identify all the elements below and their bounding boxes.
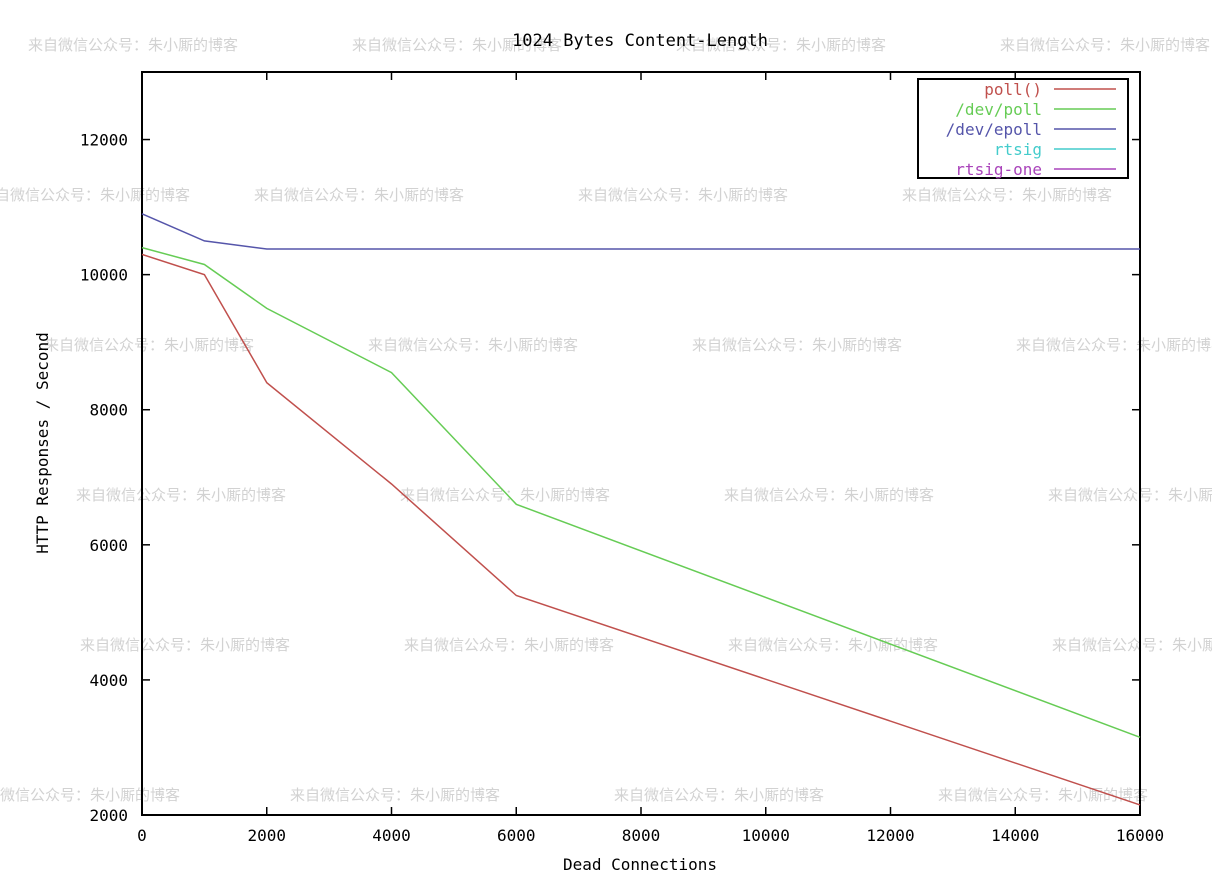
watermark-text: 来自微信公众号：朱小厮的博客: [1000, 36, 1210, 54]
watermark-text: 来自微信公众号：朱小厮的博客: [254, 186, 464, 204]
series-line-dev-epoll: [141, 213, 1140, 250]
chart-title: 1024 Bytes Content-Length: [512, 31, 768, 51]
y-tick-label: 6000: [89, 536, 128, 555]
x-tick-label: 4000: [372, 826, 411, 845]
watermark-text: 来自微信公众号：朱小厮的博客: [614, 786, 824, 804]
watermark-text: 来自微信公众号：朱小厮的博客: [44, 336, 254, 354]
watermark-text: 来自微信公众号：朱小厮的博客: [0, 786, 180, 804]
x-tick-label: 14000: [991, 826, 1039, 845]
watermark-text: 来自微信公众号：朱小厮的博客: [400, 486, 610, 504]
series-line-poll: [141, 253, 1141, 806]
watermark-text: 来自微信公众号：朱小厮的博客: [724, 486, 934, 504]
watermark-text: 来自微信公众号：朱小厮的博客: [1052, 636, 1212, 654]
watermark-text: 来自微信公众号：朱小厮的博客: [290, 786, 500, 804]
legend-label-rtsig: rtsig: [994, 140, 1042, 159]
watermark-text: 来自微信公众号：朱小厮的博客: [404, 636, 614, 654]
x-axis-label: Dead Connections: [563, 855, 717, 874]
y-axis-ticks: 2000 4000 6000 8000 10000 12000: [80, 131, 1140, 825]
x-tick-label: 0: [137, 826, 147, 845]
y-axis-label: HTTP Responses / Second: [33, 332, 52, 554]
watermark-text: 来自微信公众号：朱小厮的博客: [28, 36, 238, 54]
legend-label-dev-poll: /dev/poll: [955, 100, 1042, 119]
series-line-dev-poll: [141, 246, 1141, 739]
y-tick-label: 12000: [80, 131, 128, 150]
watermark-text: 来自微信公众号：朱小厮的博客: [902, 186, 1112, 204]
watermark-text: 来自微信公众号：朱小厮的博客: [76, 486, 286, 504]
y-tick-label: 8000: [89, 401, 128, 420]
watermark-text: 来自微信公众号：朱小厮的博客: [1048, 486, 1212, 504]
x-tick-label: 6000: [497, 826, 536, 845]
watermark-text: 来自微信公众号：朱小厮的博客: [1016, 336, 1212, 354]
watermark-text: 来自微信公众号：朱小厮的博客: [692, 336, 902, 354]
watermark-text: 来自微信公众号：朱小厮的博客: [938, 786, 1148, 804]
x-tick-label: 12000: [866, 826, 914, 845]
watermark-text: 来自微信公众号：朱小厮的博客: [352, 36, 562, 54]
x-tick-label: 10000: [742, 826, 790, 845]
x-tick-label: 16000: [1116, 826, 1164, 845]
watermark-text: 来自微信公众号：朱小厮的博客: [0, 186, 190, 204]
watermark-text: 来自微信公众号：朱小厮的博客: [728, 636, 938, 654]
y-tick-label: 4000: [89, 671, 128, 690]
watermark-text: 来自微信公众号：朱小厮的博客: [676, 36, 886, 54]
y-tick-label: 10000: [80, 266, 128, 285]
x-tick-label: 8000: [622, 826, 661, 845]
watermark-text: 来自微信公众号：朱小厮的博客: [578, 186, 788, 204]
y-tick-label: 2000: [89, 806, 128, 825]
watermark-text: 来自微信公众号：朱小厮的博客: [368, 336, 578, 354]
x-axis-ticks: 0 2000 4000 6000 8000 10000 12000 14000 16000: [137, 72, 1164, 845]
legend-label-dev-epoll: /dev/epoll: [946, 120, 1042, 139]
x-tick-label: 2000: [247, 826, 286, 845]
series-lines: [141, 213, 1141, 806]
legend-label-rtsig-one: rtsig-one: [955, 160, 1042, 179]
legend-label-poll: poll(): [984, 80, 1042, 99]
watermark-text: 来自微信公众号：朱小厮的博客: [80, 636, 290, 654]
